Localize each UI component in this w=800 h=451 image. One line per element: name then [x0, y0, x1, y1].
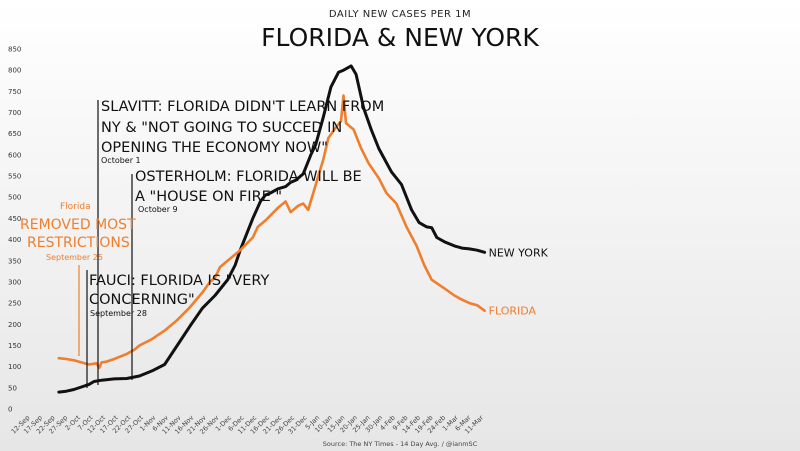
annotation-fauci-line-1: FAUCI: FLORIDA IS "VERY	[89, 273, 270, 289]
y-tick-label: 850	[8, 46, 21, 54]
y-tick-label: 450	[8, 215, 21, 223]
annotation-slavitt-line-1: SLAVITT: FLORIDA DIDN'T LEARN FROM	[101, 99, 384, 115]
y-tick-label: 650	[8, 130, 21, 138]
x-axis: 12-Sep17-Sep22-Sep27-Sep2-Oct7-Oct12-Oct…	[10, 413, 486, 435]
annotation-fauci: FAUCI: FLORIDA IS "VERY CONCERNING" Sept…	[86, 270, 270, 388]
chart-title: FLORIDA & NEW YORK	[261, 23, 539, 52]
annotation-osterholm-line-2: A "HOUSE ON FIRE "	[135, 189, 282, 205]
annotation-slavitt-date: October 1	[101, 156, 141, 165]
y-tick-label: 750	[8, 88, 21, 96]
series-label-new-york: NEW YORK	[489, 246, 549, 259]
y-tick-label: 550	[8, 173, 21, 181]
annotation-florida-line-1: REMOVED MOST	[20, 217, 136, 233]
y-tick-label: 50	[8, 384, 17, 392]
series-layer	[57, 64, 487, 394]
series-line-florida	[57, 94, 486, 370]
y-tick-label: 800	[8, 67, 21, 75]
annotation-osterholm: OSTERHOLM: FLORIDA WILL BE A "HOUSE ON F…	[131, 169, 362, 380]
y-tick-label: 400	[8, 236, 21, 244]
annotation-fauci-line-2: CONCERNING"	[89, 292, 195, 308]
annotation-fauci-date: September 28	[90, 309, 147, 318]
annotation-slavitt-line-2: NY & "NOT GOING TO SUCCED IN	[101, 120, 342, 136]
y-tick-label: 350	[8, 257, 21, 265]
annotation-florida-restrictions: Florida REMOVED MOST RESTRICTIONS Septem…	[20, 202, 136, 356]
y-tick-label: 250	[8, 300, 21, 308]
annotation-florida-line-2: RESTRICTIONS	[27, 235, 130, 251]
series-line-new-york	[57, 64, 487, 394]
y-tick-label: 300	[8, 278, 21, 286]
y-tick-label: 0	[8, 406, 12, 414]
y-tick-label: 200	[8, 321, 21, 329]
chart-source: Source: The NY Times - 14 Day Avg. / @ia…	[323, 440, 478, 448]
annotation-slavitt-line-3: OPENING THE ECONOMY NOW"	[101, 140, 328, 156]
chart-subtitle: DAILY NEW CASES PER 1M	[329, 9, 471, 20]
y-tick-label: 150	[8, 342, 21, 350]
annotation-florida-date: September 25	[46, 253, 103, 262]
annotation-osterholm-line-1: OSTERHOLM: FLORIDA WILL BE	[135, 169, 362, 185]
y-tick-label: 100	[8, 363, 21, 371]
series-label-florida: FLORIDA	[489, 305, 537, 318]
annotation-florida-prefix: Florida	[60, 202, 91, 212]
y-tick-label: 500	[8, 194, 21, 202]
y-tick-label: 700	[8, 109, 21, 117]
y-axis: 0 50 100 150 200 250 300 350 400 450 500 550 600 650 7…	[8, 46, 21, 414]
y-tick-label: 600	[8, 151, 21, 159]
annotation-slavitt: SLAVITT: FLORIDA DIDN'T LEARN FROM NY & …	[97, 99, 384, 385]
annotation-osterholm-date: October 9	[138, 205, 178, 214]
